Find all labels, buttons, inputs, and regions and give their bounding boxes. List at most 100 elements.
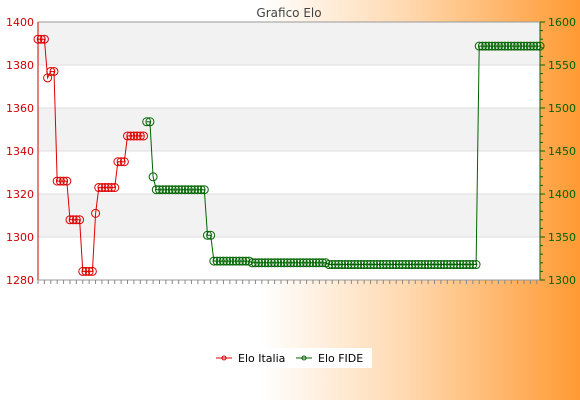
data-point xyxy=(279,258,289,268)
y-left-tick-label: 1400 xyxy=(6,16,34,29)
right-y-axis: 1300 1350 1400 1450 1500 1550 1600 xyxy=(539,16,576,287)
series-line xyxy=(146,45,540,265)
data-point xyxy=(155,185,165,195)
data-point xyxy=(314,258,324,268)
data-point xyxy=(62,176,72,186)
data-point xyxy=(177,185,187,195)
data-point xyxy=(356,260,366,270)
data-point xyxy=(286,258,296,268)
y-left-tick-label: 1380 xyxy=(6,59,34,72)
data-point xyxy=(516,41,526,51)
data-point xyxy=(410,260,420,270)
data-point xyxy=(353,260,363,270)
y-left-tick-label: 1300 xyxy=(6,231,34,244)
data-point xyxy=(36,34,46,44)
data-point xyxy=(132,131,142,141)
data-point xyxy=(202,230,212,240)
data-point xyxy=(135,131,145,141)
data-point xyxy=(126,131,136,141)
data-point xyxy=(433,260,443,270)
data-point xyxy=(81,266,91,276)
data-point xyxy=(330,260,340,270)
data-point xyxy=(500,41,510,51)
y-left-tick-label: 1360 xyxy=(6,102,34,115)
data-point xyxy=(260,258,270,268)
data-point xyxy=(276,258,286,268)
data-point xyxy=(295,258,305,268)
data-point xyxy=(366,260,376,270)
data-point xyxy=(513,41,523,51)
data-point xyxy=(225,256,235,266)
y-left-tick-label: 1280 xyxy=(6,274,34,287)
y-right-tick-label: 1400 xyxy=(548,188,576,201)
data-point xyxy=(346,260,356,270)
grid-band xyxy=(38,22,540,65)
series-layer xyxy=(33,34,545,276)
data-point xyxy=(46,66,56,76)
data-point xyxy=(426,260,436,270)
chart-title: Grafico Elo xyxy=(256,6,321,20)
data-point xyxy=(170,185,180,195)
data-point xyxy=(519,41,529,51)
data-point xyxy=(452,260,462,270)
data-point xyxy=(385,260,395,270)
legend: Elo Italia Elo FIDE xyxy=(210,348,372,368)
data-point xyxy=(151,185,161,195)
data-point xyxy=(340,260,350,270)
data-point xyxy=(343,260,353,270)
data-point xyxy=(388,260,398,270)
data-point xyxy=(228,256,238,266)
data-point xyxy=(394,260,404,270)
data-point xyxy=(129,131,139,141)
left-y-axis: 1280 1300 1320 1340 1360 1380 1400 xyxy=(6,16,39,287)
data-point xyxy=(68,215,78,225)
data-point xyxy=(250,258,260,268)
data-point xyxy=(196,185,206,195)
data-point xyxy=(180,185,190,195)
data-point xyxy=(458,260,468,270)
y-right-tick-label: 1350 xyxy=(548,231,576,244)
y-right-tick-label: 1600 xyxy=(548,16,576,29)
data-point xyxy=(116,157,126,167)
data-point xyxy=(263,258,273,268)
y-right-tick-label: 1300 xyxy=(548,274,576,287)
data-point xyxy=(318,258,328,268)
data-point xyxy=(417,260,427,270)
data-point xyxy=(298,258,308,268)
data-point xyxy=(78,266,88,276)
data-point xyxy=(292,258,302,268)
data-point xyxy=(429,260,439,270)
data-point xyxy=(183,185,193,195)
data-point xyxy=(305,258,315,268)
data-point xyxy=(413,260,423,270)
grid-band xyxy=(38,108,540,151)
data-point xyxy=(119,157,129,167)
data-point xyxy=(445,260,455,270)
data-point xyxy=(94,183,104,193)
data-point xyxy=(337,260,347,270)
y-right-tick-label: 1500 xyxy=(548,102,576,115)
y-left-tick-label: 1320 xyxy=(6,188,34,201)
data-point xyxy=(407,260,417,270)
data-point xyxy=(382,260,392,270)
data-point xyxy=(241,256,251,266)
data-point xyxy=(369,260,379,270)
data-point xyxy=(350,260,360,270)
data-point xyxy=(234,256,244,266)
data-point xyxy=(420,260,430,270)
legend-swatch-marker xyxy=(301,355,307,361)
data-point xyxy=(59,176,69,186)
data-point xyxy=(161,185,171,195)
data-point xyxy=(423,260,433,270)
data-point xyxy=(529,41,539,51)
data-point xyxy=(218,256,228,266)
data-point xyxy=(145,117,155,127)
data-point xyxy=(506,41,516,51)
data-point xyxy=(52,176,62,186)
data-point xyxy=(139,131,149,141)
data-point xyxy=(174,185,184,195)
data-point xyxy=(164,185,174,195)
data-point xyxy=(362,260,372,270)
data-point xyxy=(107,183,117,193)
